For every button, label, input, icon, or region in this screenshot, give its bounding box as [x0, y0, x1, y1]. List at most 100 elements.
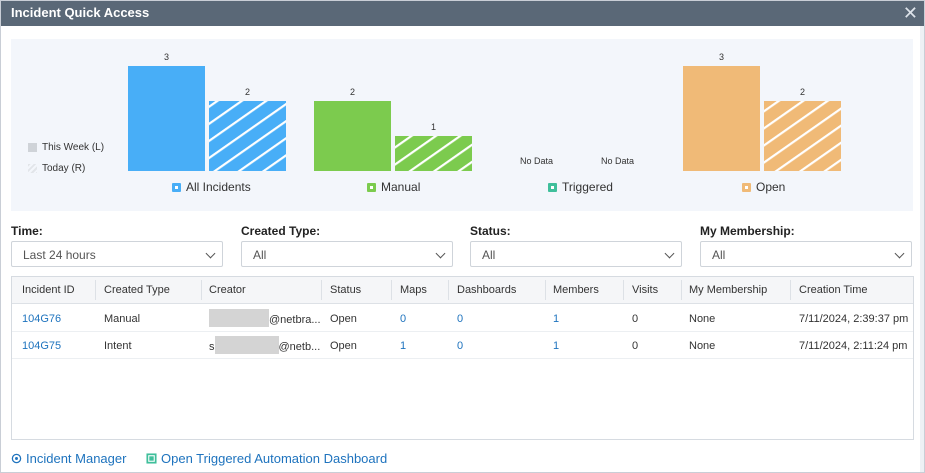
- triggered-dashboard-link[interactable]: Open Triggered Automation Dashboard: [146, 451, 387, 466]
- membership-select-value: All: [712, 248, 726, 262]
- scrollbar[interactable]: [920, 26, 924, 472]
- creation-time-cell: 7/11/2024, 2:11:24 pm: [799, 340, 908, 352]
- column-divider[interactable]: [681, 280, 682, 300]
- status-select-value: All: [482, 248, 496, 262]
- column-divider[interactable]: [95, 280, 96, 300]
- table-row[interactable]: 104G75 Intent s @netb... Open 1 0 1 0 Non…: [12, 332, 913, 359]
- column-divider[interactable]: [623, 280, 624, 300]
- incident-manager-link[interactable]: Incident Manager: [11, 451, 126, 466]
- time-select-value: Last 24 hours: [23, 248, 96, 262]
- incident-id-link[interactable]: 104G76: [22, 313, 62, 325]
- status-cell: Open: [330, 313, 357, 325]
- creation-time-cell: 7/11/2024, 2:39:37 pm: [799, 313, 909, 325]
- close-icon[interactable]: ✕: [902, 3, 918, 23]
- redacted-name: [209, 309, 269, 327]
- created-type-select[interactable]: All: [241, 241, 453, 267]
- legend-swatch-solid: [28, 143, 37, 152]
- bar-value-label: 2: [244, 87, 250, 97]
- creator-domain: @netb...: [278, 340, 321, 353]
- gear-icon: [11, 453, 22, 464]
- no-data-label-today: No Data: [601, 156, 635, 166]
- legend-swatch-hatched: [28, 164, 37, 173]
- maps-count-link[interactable]: 1: [400, 340, 407, 352]
- column-divider[interactable]: [545, 280, 546, 300]
- dashboards-count-link[interactable]: 0: [457, 340, 464, 352]
- creator-domain: @netbra...: [269, 313, 321, 326]
- column-header-created-type[interactable]: Created Type: [104, 284, 170, 296]
- table-header: Incident ID Created Type Creator Status …: [12, 277, 913, 304]
- incident-table: Incident ID Created Type Creator Status …: [11, 276, 914, 440]
- legend-label-this-week: This Week (L): [42, 142, 105, 153]
- bar-open-this-week[interactable]: [683, 66, 760, 171]
- category-manual[interactable]: Manual: [367, 180, 420, 194]
- created-type-cell: Intent: [104, 340, 132, 352]
- category-label: All Incidents: [186, 180, 251, 194]
- column-header-creator[interactable]: Creator: [209, 284, 246, 296]
- bar-manual-today[interactable]: [395, 136, 472, 171]
- maps-count-link[interactable]: 0: [400, 313, 407, 325]
- members-count-link[interactable]: 1: [553, 313, 560, 325]
- column-header-dashboards[interactable]: Dashboards: [457, 284, 517, 296]
- legend-item-this-week[interactable]: This Week (L): [28, 137, 104, 158]
- bar-all-incidents-today[interactable]: [209, 101, 286, 171]
- table-row[interactable]: 104G76 Manual @netbra... Open 0 0 1 0 No…: [12, 305, 913, 332]
- category-label: Manual: [381, 180, 421, 194]
- title-bar: Incident Quick Access ✕: [1, 1, 924, 26]
- column-divider[interactable]: [448, 280, 449, 300]
- dashboards-count-link[interactable]: 0: [457, 313, 464, 325]
- bar-value-label: 2: [799, 87, 805, 97]
- open-icon: [742, 182, 751, 192]
- all-incidents-icon: [172, 182, 181, 192]
- category-triggered[interactable]: Triggered: [548, 180, 613, 194]
- visits-cell: 0: [632, 313, 639, 325]
- created-type-cell: Manual: [104, 313, 141, 325]
- creator-prefix: s: [209, 340, 215, 353]
- column-header-status[interactable]: Status: [330, 284, 362, 296]
- category-label: Triggered: [562, 180, 613, 194]
- column-header-members[interactable]: Members: [553, 284, 599, 296]
- column-header-incident-id[interactable]: Incident ID: [22, 284, 75, 296]
- members-count-link[interactable]: 1: [553, 340, 560, 352]
- column-header-creation-time[interactable]: Creation Time: [799, 284, 868, 296]
- created-type-filter-label: Created Type:: [241, 224, 321, 238]
- legend-label-today: Today (R): [42, 163, 86, 174]
- chart-legend: This Week (L) Today (R): [28, 137, 104, 179]
- no-data-label-this-week: No Data: [520, 156, 554, 166]
- time-select[interactable]: Last 24 hours: [11, 241, 223, 267]
- status-select[interactable]: All: [470, 241, 682, 267]
- triggered-icon: [548, 182, 557, 192]
- column-header-maps[interactable]: Maps: [400, 284, 427, 296]
- category-label: Open: [756, 180, 786, 194]
- column-divider[interactable]: [201, 280, 202, 300]
- created-type-select-value: All: [253, 248, 267, 262]
- visits-cell: 0: [632, 340, 639, 352]
- column-divider[interactable]: [790, 280, 791, 300]
- bar-value-label: 1: [430, 122, 436, 132]
- membership-select[interactable]: All: [700, 241, 912, 267]
- incident-id-link[interactable]: 104G75: [22, 340, 62, 352]
- chevron-down-icon: [435, 248, 446, 259]
- column-header-my-membership[interactable]: My Membership: [689, 284, 768, 296]
- category-all-incidents[interactable]: All Incidents: [172, 180, 251, 194]
- membership-cell: None: [689, 313, 716, 325]
- column-divider[interactable]: [321, 280, 322, 300]
- category-open[interactable]: Open: [742, 180, 785, 194]
- incident-chart: This Week (L) Today (R) 3 2 2 1 3 2 No Data N…: [11, 39, 913, 211]
- time-filter-label: Time:: [11, 224, 43, 238]
- membership-cell: None: [689, 340, 716, 352]
- column-header-visits[interactable]: Visits: [632, 284, 659, 296]
- status-cell: Open: [330, 340, 357, 352]
- manual-icon: [367, 182, 376, 192]
- bar-all-incidents-this-week[interactable]: [128, 66, 205, 171]
- legend-item-today[interactable]: Today (R): [28, 158, 104, 179]
- redacted-name: [214, 336, 279, 354]
- chart-canvas: [128, 66, 841, 171]
- bar-manual-this-week[interactable]: [314, 101, 391, 171]
- chevron-down-icon: [894, 248, 905, 259]
- bar-value-label: 3: [163, 52, 169, 62]
- chevron-down-icon: [664, 248, 675, 259]
- bar-value-label: 3: [718, 52, 724, 62]
- bar-open-today[interactable]: [764, 101, 841, 171]
- column-divider[interactable]: [391, 280, 392, 300]
